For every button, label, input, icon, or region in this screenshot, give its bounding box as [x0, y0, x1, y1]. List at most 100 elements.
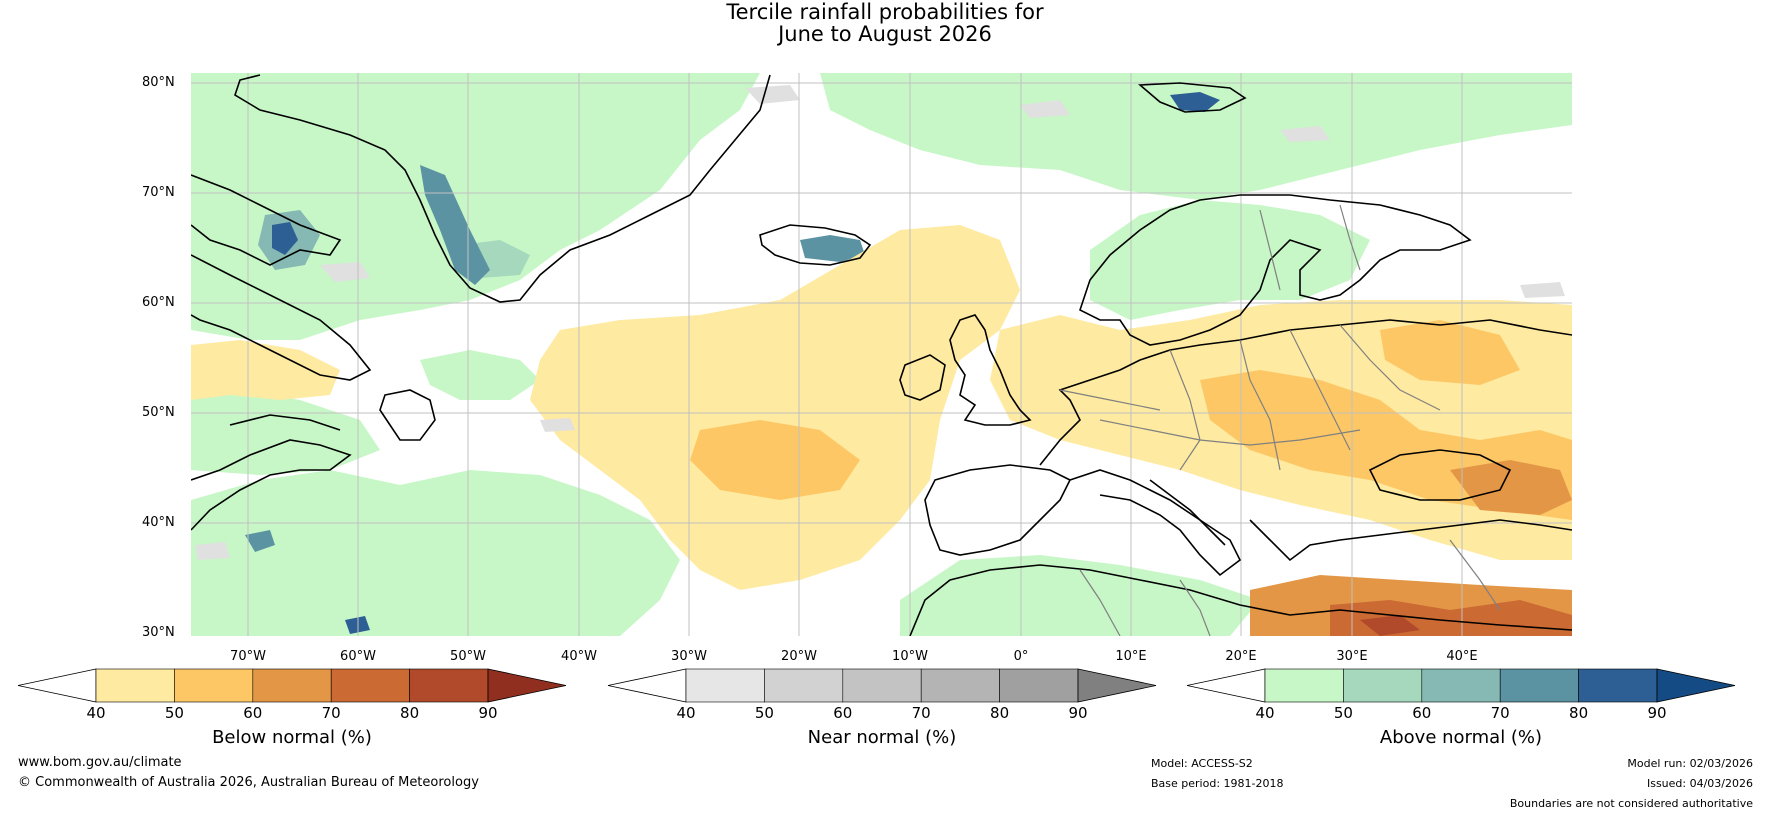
- coast-newfoundland: [379, 389, 436, 441]
- coast-svalbard: [1137, 82, 1247, 113]
- footer-base-period: Base period: 1981-2018: [1151, 777, 1284, 790]
- lon-label-70w: 70°W: [230, 649, 266, 664]
- near-region-3: [1020, 100, 1070, 118]
- below-colorbar-tick: 40: [86, 704, 106, 722]
- near-region-7: [1520, 282, 1565, 298]
- border-3: [1289, 329, 1351, 451]
- map-field: [191, 73, 1572, 636]
- footer-model-run: Model run: 02/03/2026: [1627, 757, 1753, 770]
- near-colorbar-tick: 90: [1068, 704, 1088, 722]
- map-title-line1: Tercile rainfall probabilities for: [726, 0, 1044, 24]
- above-colorbar-tick: 90: [1647, 704, 1667, 722]
- coast-greece-turkey: [1249, 519, 1572, 562]
- above-region-baffin-deep: [272, 222, 298, 255]
- above-colorbar-segment: [1499, 668, 1579, 703]
- near-colorbar-tick: 50: [754, 704, 774, 722]
- above-region-iceland: [800, 235, 865, 262]
- near-colorbar-tick: 80: [990, 704, 1010, 722]
- near-colorbar-segment: [764, 668, 844, 703]
- footer-model: Model: ACCESS-S2: [1151, 757, 1253, 770]
- above-colorbar-segment: [1264, 668, 1344, 703]
- above-region-atlantic-south: [191, 470, 680, 636]
- country-borders: [1059, 204, 1501, 636]
- graticule: [191, 73, 1572, 636]
- lon-label-10e: 10°E: [1115, 649, 1147, 664]
- above-colorbar-tick: 60: [1412, 704, 1432, 722]
- above-region-atlantic-blob: [245, 530, 275, 552]
- below-colorbar-tick: 70: [321, 704, 341, 722]
- border-9: [1079, 569, 1121, 636]
- coast-scandinavia: [1079, 194, 1472, 346]
- border-4: [1339, 324, 1441, 411]
- lon-label-40e: 40°E: [1446, 649, 1478, 664]
- near-colorbar-title: Near normal (%): [807, 727, 957, 748]
- footer-disclaimer: Boundaries are not considered authoritat…: [1509, 797, 1753, 810]
- lon-label-30w: 30°W: [671, 649, 707, 664]
- below-colorbar-tick: 60: [243, 704, 263, 722]
- above-colorbar-segment: [1578, 668, 1658, 703]
- below-colorbar-segment: [174, 668, 254, 703]
- lon-label-60w: 60°W: [340, 649, 376, 664]
- coast-ireland: [899, 354, 946, 401]
- above-colorbar-tick: 70: [1490, 704, 1510, 722]
- border-10: [1179, 579, 1211, 636]
- near-colorbar-min-extend: [607, 668, 687, 703]
- near-region-4: [1280, 126, 1330, 142]
- lat-label-60n: 60°N: [142, 295, 175, 310]
- above-region-north-africa: [900, 555, 1260, 636]
- near-region-2: [745, 85, 800, 104]
- footer-copyright: © Commonwealth of Australia 2026, Austra…: [18, 775, 479, 790]
- coast-nova-scotia: [191, 439, 352, 531]
- border-1: [1169, 349, 1201, 471]
- border-11: [1449, 539, 1501, 611]
- lon-label-10w: 10°W: [892, 649, 928, 664]
- below-region-egypt-deepest: [1360, 615, 1420, 636]
- coast-greenland: [234, 74, 771, 303]
- border-2: [1239, 339, 1281, 471]
- below-colorbar-title: Below normal (%): [212, 727, 372, 748]
- below-region-north-atlantic: [530, 225, 1020, 590]
- coast-north-africa: [909, 564, 1572, 636]
- near-colorbar-segment: [999, 668, 1079, 703]
- coast-baffin: [191, 174, 342, 266]
- below-colorbar-segment: [95, 668, 175, 703]
- above-region-mid-atlantic: [420, 350, 540, 400]
- near-colorbar-tick: 40: [676, 704, 696, 722]
- lon-label-20e: 20°E: [1225, 649, 1257, 664]
- below-colorbar-tick: 50: [164, 704, 184, 722]
- lon-label-30e: 30°E: [1336, 649, 1368, 664]
- coast-italy: [1149, 479, 1226, 546]
- colorbars: [17, 668, 1736, 703]
- above-colorbar-segment: [1343, 668, 1423, 703]
- below-region-atlantic-mid: [690, 420, 860, 500]
- above-colorbar-max-extend: [1656, 668, 1736, 703]
- coast-gulf-st-lawrence: [229, 414, 341, 431]
- below-colorbar-tick: 90: [478, 704, 498, 722]
- footer-issued: Issued: 04/03/2026: [1646, 777, 1753, 790]
- lat-label-40n: 40°N: [142, 515, 175, 530]
- near-colorbar-segment: [842, 668, 922, 703]
- near-region-6: [195, 542, 230, 560]
- near-colorbar-tick: 70: [911, 704, 931, 722]
- coast-black-sea: [1368, 449, 1512, 501]
- lat-label-70n: 70°N: [142, 185, 175, 200]
- above-colorbar-tick: 80: [1569, 704, 1589, 722]
- lat-label-50n: 50°N: [142, 405, 175, 420]
- above-region-canada-east: [191, 390, 380, 475]
- border-8: [1339, 204, 1361, 271]
- lon-label-20w: 20°W: [781, 649, 817, 664]
- below-colorbar-segment: [252, 668, 332, 703]
- above-colorbar-segment: [1421, 668, 1501, 703]
- near-colorbar-segment: [685, 668, 765, 703]
- border-6: [1059, 389, 1161, 411]
- near-colorbar-tick: 60: [833, 704, 853, 722]
- above-colorbar-tick: 50: [1333, 704, 1353, 722]
- above-colorbar-title: Above normal (%): [1379, 727, 1543, 748]
- lat-label-80n: 80°N: [142, 75, 175, 90]
- above-region-arctic: [820, 73, 1572, 200]
- border-7: [1259, 209, 1281, 291]
- coast-british-isles: [949, 314, 1032, 426]
- border-5: [1099, 419, 1361, 446]
- coast-iceland: [759, 224, 872, 266]
